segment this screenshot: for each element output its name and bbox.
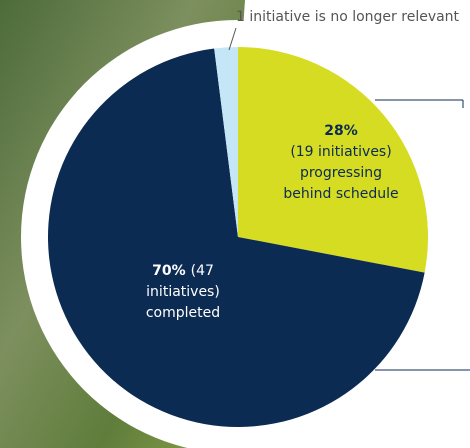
slice-label: (47: [191, 263, 214, 279]
pie-slice: [48, 48, 425, 428]
value-label: 28%: [324, 123, 358, 139]
slice-label: initiatives): [146, 284, 220, 300]
slice-label: progressing: [300, 165, 382, 181]
value-label: 70%: [152, 263, 186, 279]
slice-label-line: 70% (47: [152, 263, 214, 279]
slice-label: (19 initiatives): [290, 144, 391, 160]
slice-label: behind schedule: [283, 186, 398, 202]
pie-slice: [214, 47, 238, 237]
slice-label: completed: [146, 305, 220, 321]
slice-label: 1 initiative is no longer relevant: [236, 9, 460, 25]
leader-line: [228, 27, 237, 51]
pie-slice: [238, 47, 428, 273]
